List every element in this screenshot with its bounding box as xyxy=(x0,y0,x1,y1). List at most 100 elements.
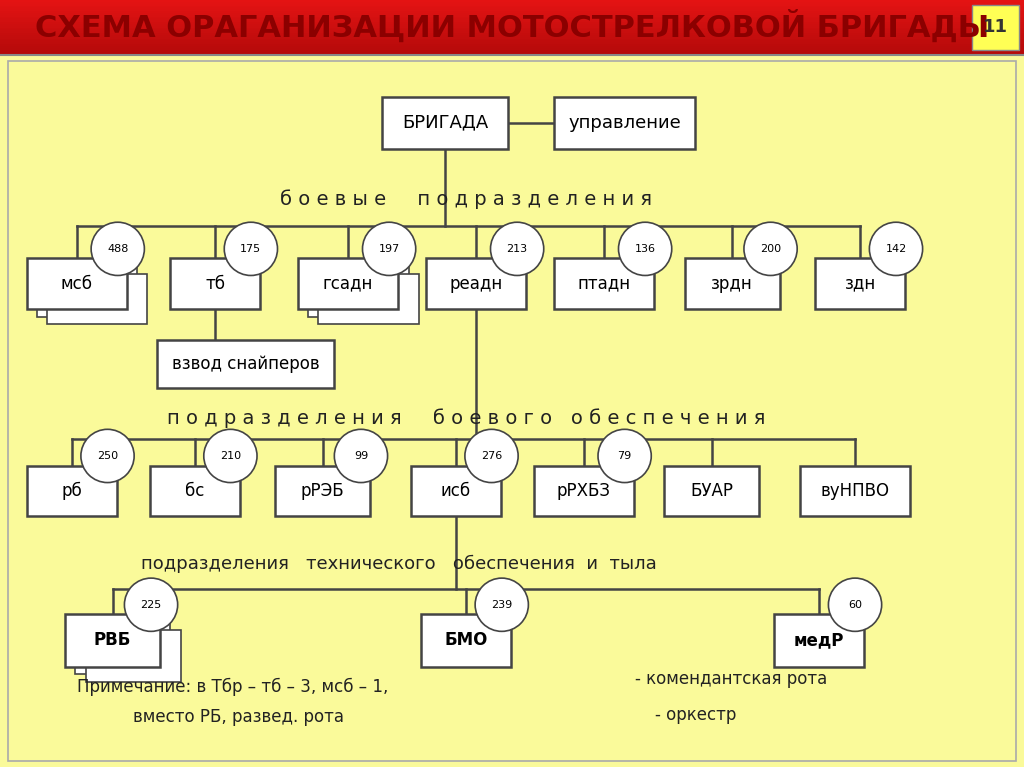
Bar xyxy=(0,51,1024,54)
Bar xyxy=(0,28,1024,29)
FancyBboxPatch shape xyxy=(37,266,137,317)
Text: рб: рб xyxy=(61,482,82,500)
Bar xyxy=(0,29,1024,31)
Text: рРЭБ: рРЭБ xyxy=(301,482,344,500)
Ellipse shape xyxy=(125,578,178,631)
FancyBboxPatch shape xyxy=(800,466,910,516)
Bar xyxy=(0,18,1024,20)
Bar xyxy=(0,31,1024,33)
Bar xyxy=(0,2,1024,4)
Text: 142: 142 xyxy=(886,244,906,254)
Text: исб: исб xyxy=(440,482,471,500)
FancyBboxPatch shape xyxy=(554,258,654,309)
Bar xyxy=(0,15,1024,17)
Text: гсадн: гсадн xyxy=(323,275,374,293)
Bar xyxy=(0,20,1024,22)
Text: зрдн: зрдн xyxy=(712,275,753,293)
Bar xyxy=(0,54,1024,55)
Bar xyxy=(0,42,1024,44)
Text: - оркестр: - оркестр xyxy=(655,706,736,724)
Bar xyxy=(0,0,1024,2)
Ellipse shape xyxy=(465,430,518,482)
Text: 225: 225 xyxy=(140,600,162,610)
FancyBboxPatch shape xyxy=(774,614,864,667)
Text: птадн: птадн xyxy=(578,275,631,293)
Text: 197: 197 xyxy=(379,244,399,254)
Text: п о д р а з д е л е н и я     б о е в о г о   о б е с п е ч е н и я: п о д р а з д е л е н и я б о е в о г о … xyxy=(167,408,765,428)
Bar xyxy=(0,33,1024,35)
Text: 11: 11 xyxy=(983,18,1008,35)
Text: здн: здн xyxy=(845,275,876,293)
Ellipse shape xyxy=(362,222,416,275)
Text: 136: 136 xyxy=(635,244,655,254)
Text: БУАР: БУАР xyxy=(690,482,733,500)
Bar xyxy=(0,17,1024,18)
FancyBboxPatch shape xyxy=(47,274,147,324)
Bar xyxy=(0,48,1024,50)
FancyBboxPatch shape xyxy=(534,466,634,516)
Text: РВБ: РВБ xyxy=(94,631,131,650)
Text: 200: 200 xyxy=(760,244,781,254)
Bar xyxy=(0,11,1024,13)
Text: 99: 99 xyxy=(354,451,368,461)
FancyBboxPatch shape xyxy=(274,466,371,516)
Text: тб: тб xyxy=(205,275,225,293)
FancyBboxPatch shape xyxy=(86,630,180,682)
FancyBboxPatch shape xyxy=(972,5,1019,50)
Text: СХЕМА ОРАГАНИЗАЦИИ МОТОСТРЕЛКОВОЙ БРИГАДЫ: СХЕМА ОРАГАНИЗАЦИИ МОТОСТРЕЛКОВОЙ БРИГАД… xyxy=(35,10,989,43)
Text: б о е в ы е     п о д р а з д е л е н и я: б о е в ы е п о д р а з д е л е н и я xyxy=(280,189,652,209)
Bar xyxy=(0,50,1024,51)
Bar xyxy=(0,5,1024,8)
Text: БРИГАДА: БРИГАДА xyxy=(402,114,488,132)
Text: подразделения   технического   обеспечения  и  тыла: подразделения технического обеспечения и… xyxy=(141,555,657,573)
Text: 210: 210 xyxy=(220,451,241,461)
FancyBboxPatch shape xyxy=(664,466,759,516)
FancyBboxPatch shape xyxy=(421,614,511,667)
Ellipse shape xyxy=(224,222,278,275)
FancyBboxPatch shape xyxy=(554,97,695,149)
Text: 213: 213 xyxy=(507,244,527,254)
Bar xyxy=(0,44,1024,46)
Text: управление: управление xyxy=(568,114,681,132)
Bar xyxy=(0,4,1024,5)
Ellipse shape xyxy=(91,222,144,275)
Text: рРХБЗ: рРХБЗ xyxy=(557,482,610,500)
Bar xyxy=(0,13,1024,15)
FancyBboxPatch shape xyxy=(66,614,160,667)
FancyBboxPatch shape xyxy=(383,97,508,149)
Text: Примечание: в Тбр – тб – 3, мсб – 1,: Примечание: в Тбр – тб – 3, мсб – 1, xyxy=(77,677,388,696)
Ellipse shape xyxy=(598,430,651,482)
Ellipse shape xyxy=(869,222,923,275)
Text: 79: 79 xyxy=(617,451,632,461)
Bar xyxy=(0,38,1024,41)
FancyBboxPatch shape xyxy=(815,258,905,309)
Ellipse shape xyxy=(81,430,134,482)
FancyBboxPatch shape xyxy=(27,258,127,309)
Text: 276: 276 xyxy=(481,451,502,461)
Bar xyxy=(0,46,1024,48)
FancyBboxPatch shape xyxy=(318,274,419,324)
Text: БМО: БМО xyxy=(444,631,487,650)
Bar xyxy=(0,26,1024,28)
FancyBboxPatch shape xyxy=(411,466,501,516)
Ellipse shape xyxy=(618,222,672,275)
Bar xyxy=(0,35,1024,37)
Ellipse shape xyxy=(743,222,797,275)
Bar xyxy=(0,9,1024,11)
Text: вуНПВО: вуНПВО xyxy=(820,482,890,500)
Bar xyxy=(0,37,1024,38)
Text: 60: 60 xyxy=(848,600,862,610)
FancyBboxPatch shape xyxy=(170,258,260,309)
Text: 250: 250 xyxy=(97,451,118,461)
Ellipse shape xyxy=(490,222,544,275)
Bar xyxy=(0,41,1024,42)
FancyBboxPatch shape xyxy=(426,258,526,309)
Text: реадн: реадн xyxy=(450,275,503,293)
Ellipse shape xyxy=(204,430,257,482)
Text: мсб: мсб xyxy=(60,275,93,293)
Bar xyxy=(0,22,1024,24)
Bar xyxy=(0,24,1024,26)
FancyBboxPatch shape xyxy=(150,466,240,516)
Text: бс: бс xyxy=(185,482,204,500)
Bar xyxy=(0,8,1024,9)
